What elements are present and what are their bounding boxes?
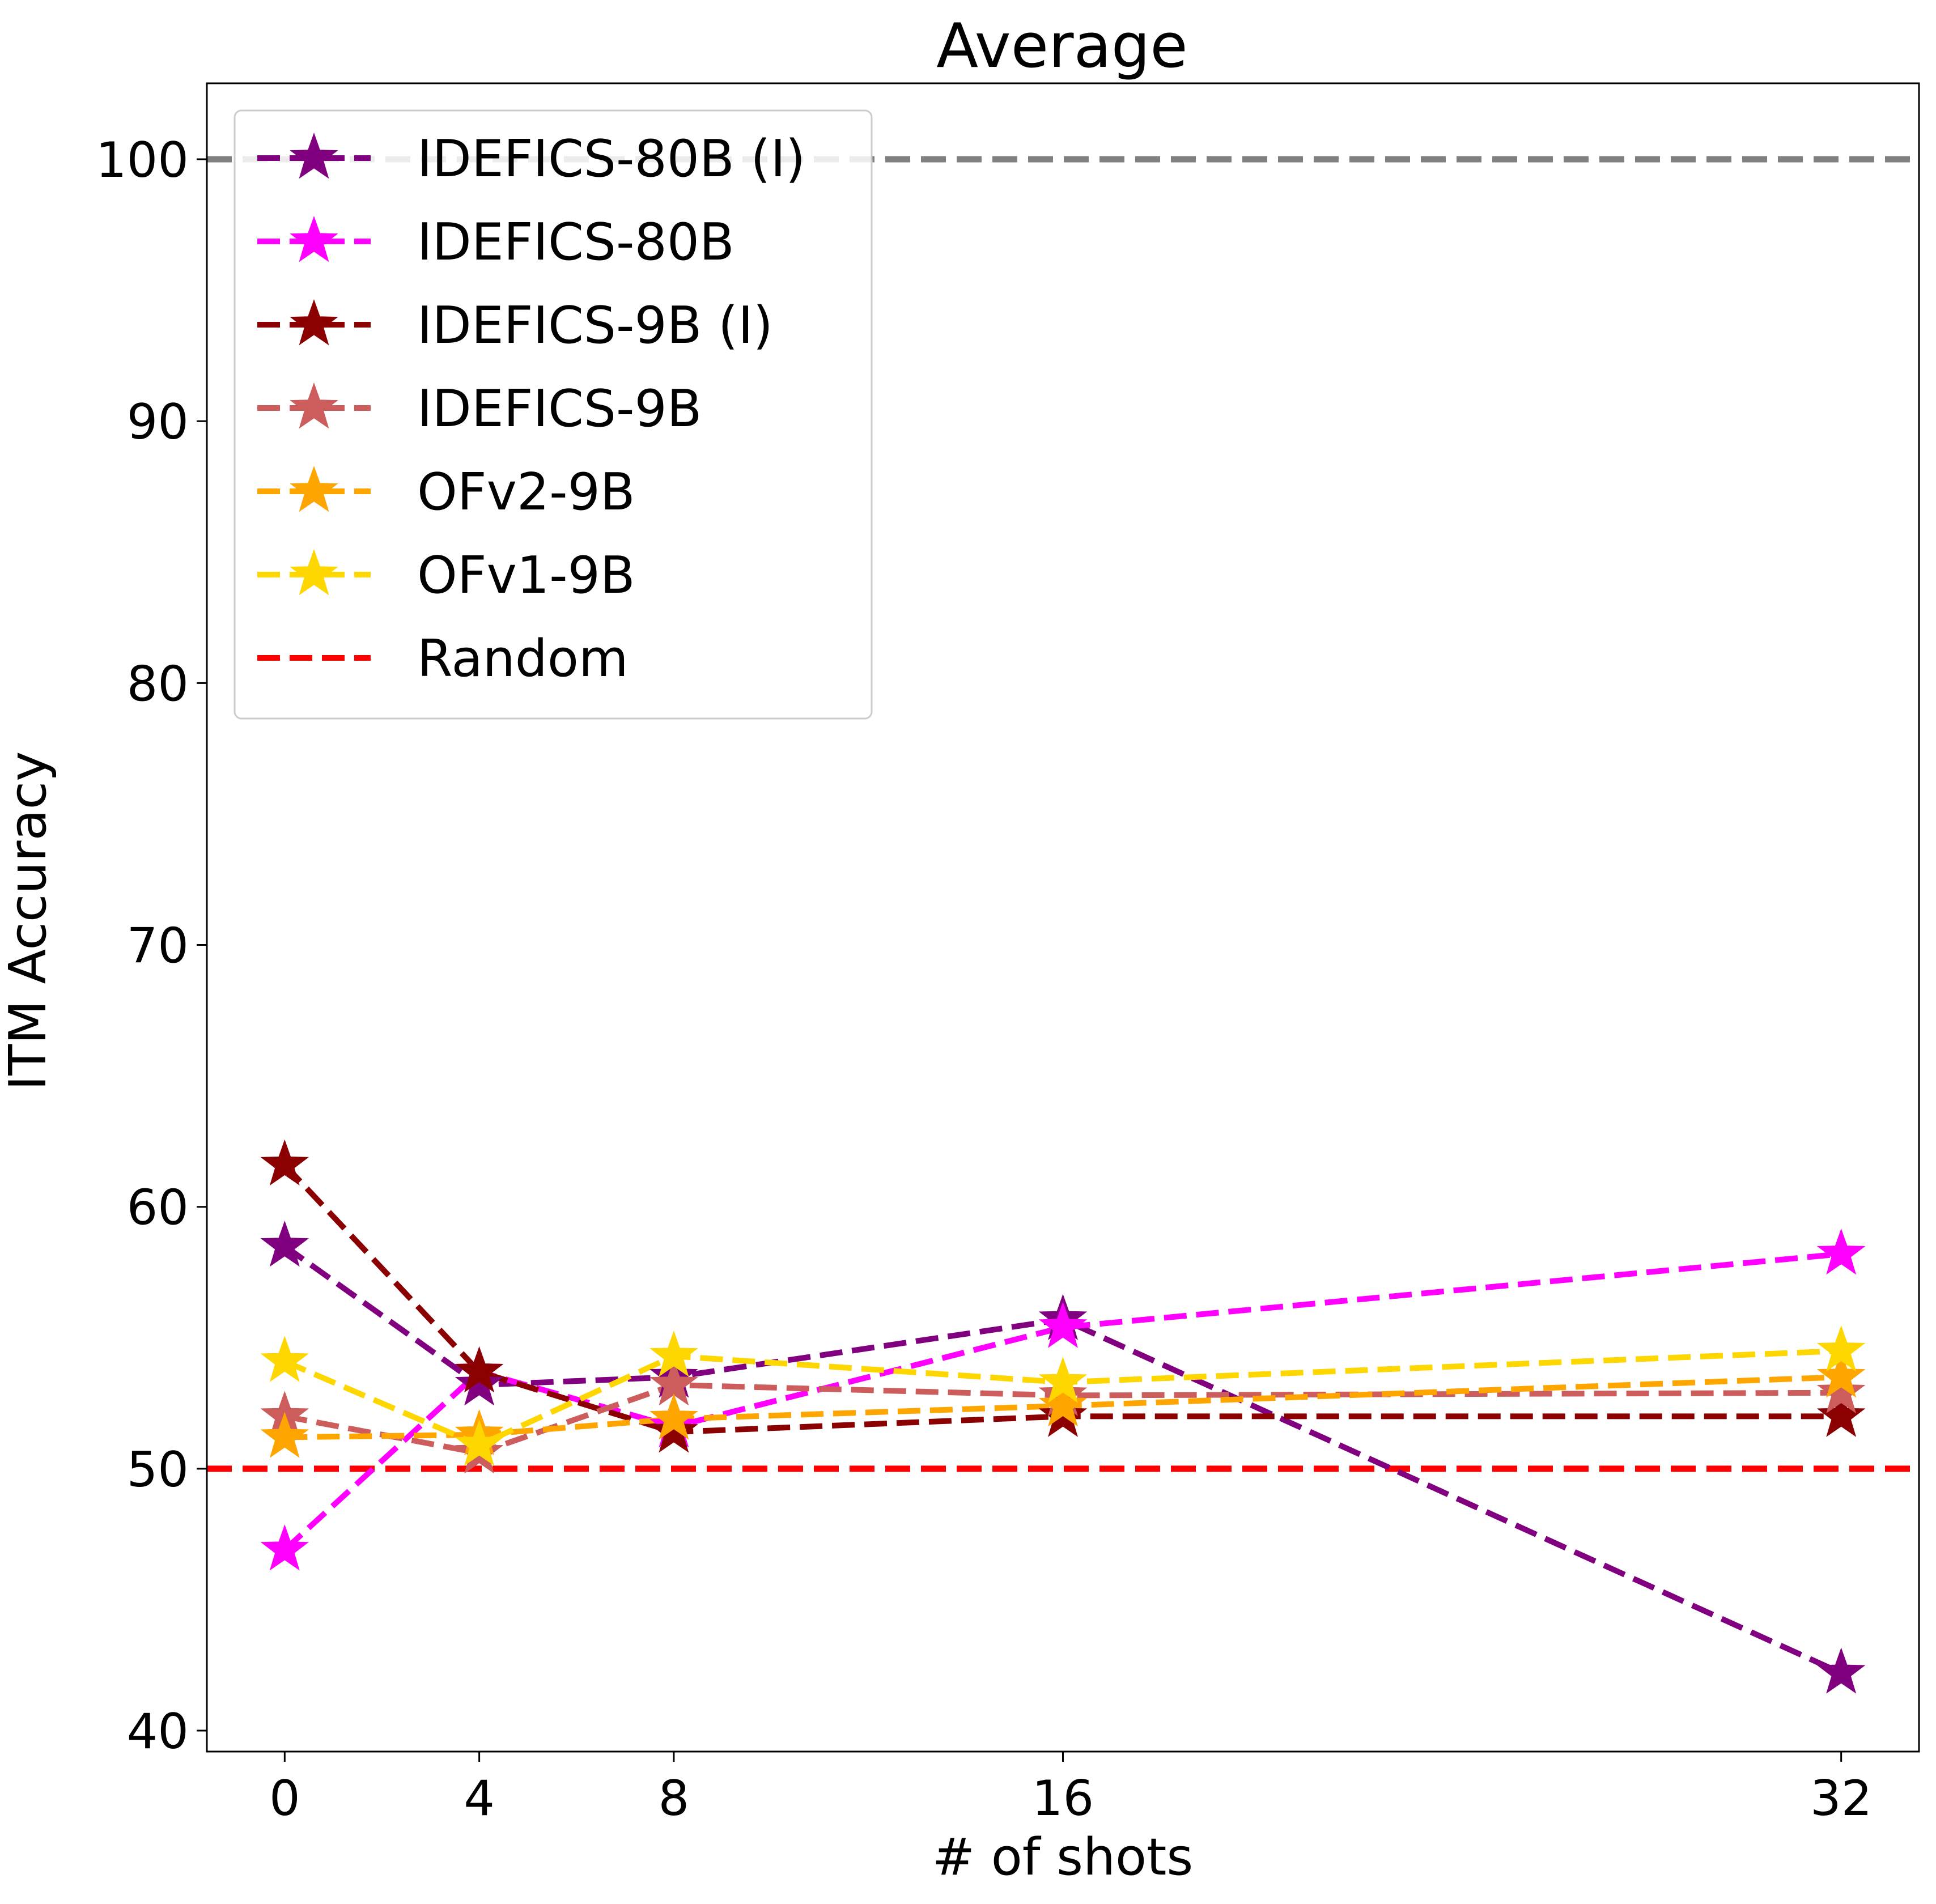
- data-point-4-3: [1038, 1380, 1088, 1427]
- legend: IDEFICS-80B (I) IDEFICS-80B IDEFICS-9B (I)…: [233, 109, 873, 720]
- x-tick-label-3: 16: [1032, 1770, 1094, 1827]
- x-tick-label-4: 32: [1810, 1770, 1872, 1827]
- legend-label-1: IDEFICS-80B: [417, 212, 735, 272]
- x-tick-label-2: 8: [659, 1770, 690, 1827]
- data-point-4-2: [649, 1393, 698, 1440]
- legend-box: [233, 109, 873, 720]
- data-point-3-4: [1816, 1367, 1866, 1414]
- data-point-1-0: [260, 1524, 309, 1571]
- data-point-0-4: [1816, 1647, 1866, 1694]
- legend-label-4: OFv2-9B: [417, 462, 635, 522]
- x-tick-label-1: 4: [464, 1770, 495, 1827]
- data-point-1-4: [1816, 1228, 1866, 1275]
- y-tick-label-4: 80: [127, 656, 189, 712]
- chart-title: Average: [936, 11, 1188, 82]
- legend-marker-2: [290, 299, 338, 346]
- data-point-2-4: [1816, 1391, 1866, 1437]
- legend-label-0: IDEFICS-80B (I): [417, 129, 805, 189]
- data-point-2-1: [455, 1346, 504, 1393]
- data-point-4-0: [260, 1412, 309, 1458]
- data-point-5-4: [1816, 1325, 1866, 1372]
- legend-marker-3: [290, 382, 338, 429]
- x-axis-label: # of shots: [932, 1828, 1194, 1887]
- legend-label-2: IDEFICS-9B (I): [417, 296, 773, 355]
- y-tick-label-1: 50: [127, 1442, 189, 1498]
- x-axis: 0 4 8 16 32: [269, 1752, 1872, 1827]
- legend-marker-5: [290, 549, 338, 596]
- legend-marker-0: [290, 133, 338, 179]
- legend-label-6: Random: [417, 629, 629, 688]
- y-tick-label-5: 90: [127, 394, 189, 450]
- y-axis-label: ITM Accuracy: [0, 751, 58, 1091]
- data-point-0-1: [455, 1359, 504, 1406]
- data-point-0-0: [260, 1220, 309, 1267]
- data-point-1-3: [1038, 1302, 1088, 1348]
- legend-label-3: IDEFICS-9B: [417, 379, 702, 439]
- data-point-5-2: [649, 1331, 698, 1377]
- x-tick-label-0: 0: [269, 1770, 300, 1827]
- legend-marker-4: [290, 466, 338, 512]
- data-point-5-1: [455, 1420, 504, 1466]
- y-tick-label-3: 70: [127, 918, 189, 975]
- data-point-5-3: [1038, 1357, 1088, 1403]
- series-markers: [260, 1139, 1866, 1694]
- data-point-5-0: [260, 1336, 309, 1382]
- y-tick-label-0: 40: [127, 1703, 189, 1760]
- data-point-2-0: [260, 1139, 309, 1186]
- y-axis: 40 50 60 70 80 90 100: [96, 132, 207, 1760]
- data-point-2-2: [649, 1406, 698, 1453]
- legend-marker-1: [290, 216, 338, 262]
- legend-label-5: OFv1-9B: [417, 546, 635, 605]
- y-tick-label-2: 60: [127, 1180, 189, 1236]
- y-tick-label-6: 100: [96, 132, 189, 189]
- data-point-4-4: [1816, 1352, 1866, 1398]
